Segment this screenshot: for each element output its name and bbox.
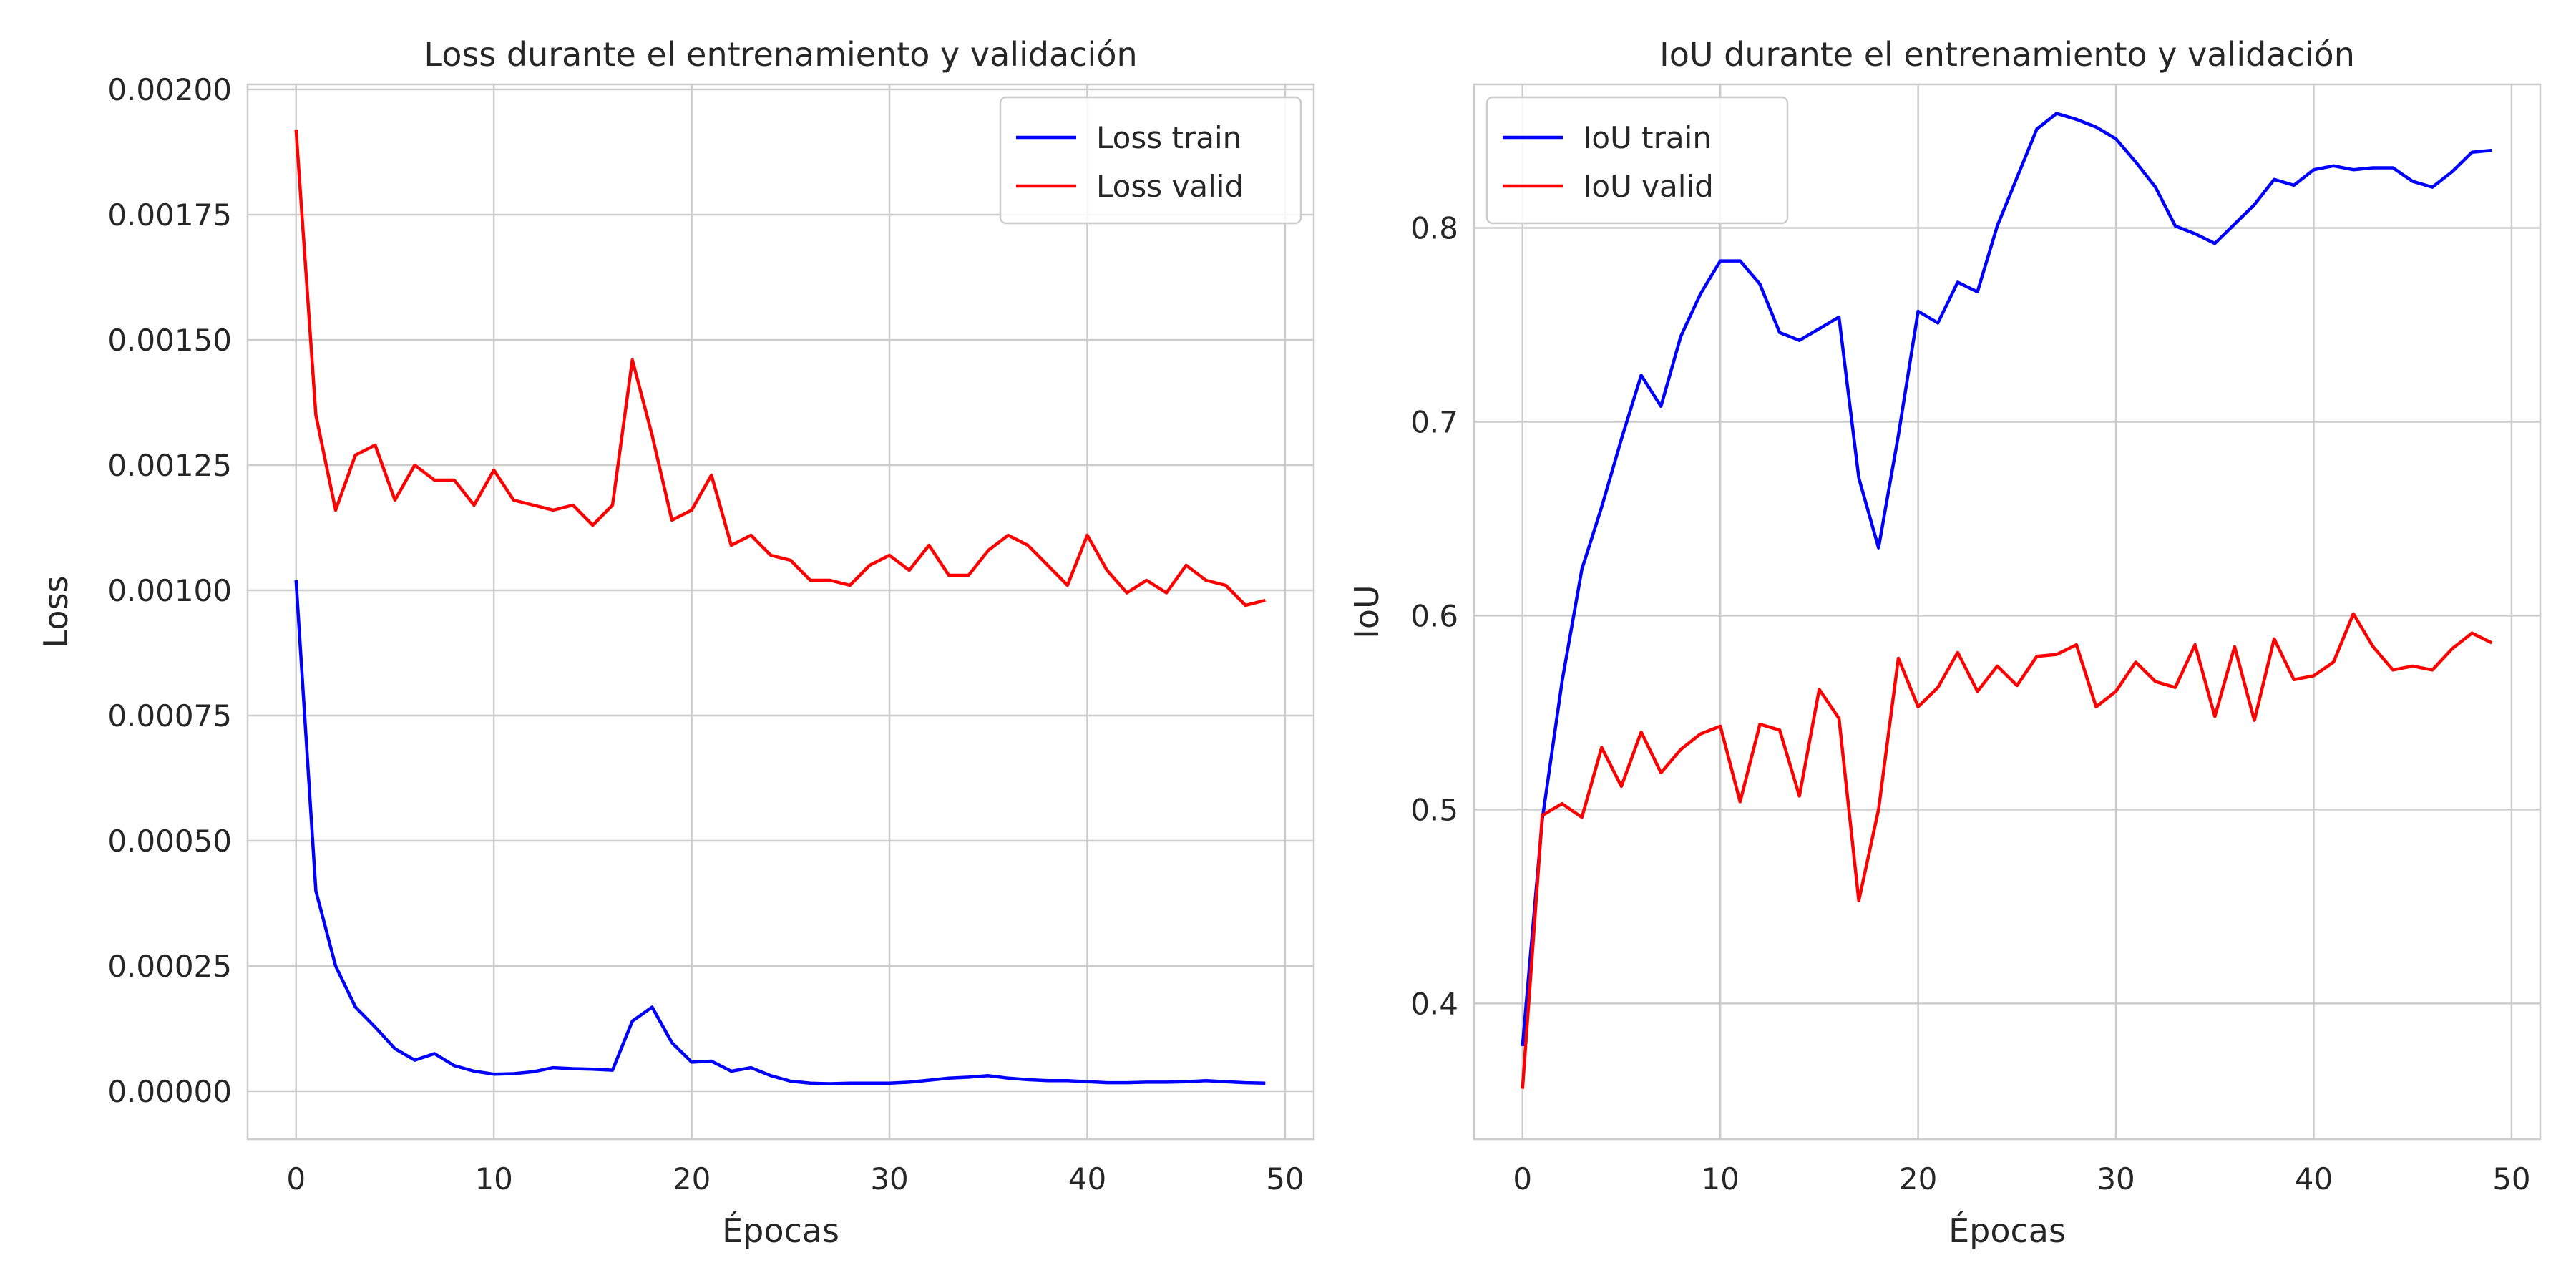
- y-tick-label: 0.00125: [107, 448, 232, 483]
- x-tick-label: 30: [2097, 1161, 2135, 1196]
- legend-entry: Loss train: [1096, 120, 1241, 155]
- x-tick-label: 10: [1701, 1161, 1739, 1196]
- legend-box: [1485, 96, 1789, 225]
- y-tick-label: 0.00150: [107, 323, 232, 358]
- legend-entry: Loss valid: [1096, 169, 1244, 204]
- y-tick-label: 0.4: [1410, 986, 1458, 1021]
- legend-box: [999, 96, 1302, 225]
- y-tick-label: 0.00025: [107, 949, 232, 984]
- series-line-loss-valid: [294, 129, 1266, 608]
- series-line-iou-valid: [1521, 612, 2493, 1089]
- legend: Loss train Loss valid: [999, 96, 1302, 225]
- x-tick-label: 0: [1513, 1161, 1532, 1196]
- x-tick-label: 30: [870, 1161, 908, 1196]
- x-tick-label: 40: [1068, 1161, 1106, 1196]
- plot-area: [246, 83, 1315, 1141]
- chart-title: IoU durante el entrenamiento y validació…: [1659, 35, 2355, 74]
- x-axis-label: Épocas: [722, 1211, 839, 1250]
- x-tick-label: 0: [286, 1161, 306, 1196]
- y-axis-label: IoU: [1347, 585, 1386, 638]
- series-line-iou-train: [1521, 112, 2492, 1047]
- plot-area: [1473, 83, 2542, 1141]
- chart-panel-2: 0 10 20 30 40 50 0.4 0.5 0.6 0.7 0.8 IoU durante el…: [1347, 35, 2542, 1250]
- y-tick-label: 0.6: [1410, 598, 1458, 633]
- chart-title: Loss durante el entrenamiento y validaci…: [424, 35, 1137, 74]
- x-tick-label: 50: [2492, 1161, 2530, 1196]
- y-tick-label: 0.5: [1410, 792, 1458, 827]
- x-tick-label: 10: [474, 1161, 512, 1196]
- y-tick-label: 0.00000: [107, 1074, 232, 1109]
- y-tick-label: 0.00100: [107, 573, 232, 608]
- chart-panel-1: 0 10 20 30 40 50 0.00000 0.00025 0.00050 0.00075 0…: [36, 35, 1315, 1250]
- legend-entry: IoU valid: [1583, 169, 1714, 204]
- x-tick-label: 20: [1899, 1161, 1937, 1196]
- y-axis-label: Loss: [36, 576, 75, 648]
- x-axis-label: Épocas: [1948, 1211, 2066, 1250]
- legend-entry: IoU train: [1583, 120, 1712, 155]
- series-line-loss-train: [294, 580, 1266, 1085]
- y-tick-label: 0.00175: [107, 197, 232, 233]
- x-tick-label: 40: [2295, 1161, 2333, 1196]
- legend: IoU train IoU valid: [1485, 96, 1789, 225]
- y-tick-label: 0.8: [1410, 211, 1458, 246]
- x-tick-label: 20: [673, 1161, 711, 1196]
- y-tick-label: 0.00050: [107, 824, 232, 859]
- y-tick-label: 0.00075: [107, 698, 232, 733]
- y-tick-label: 0.00200: [107, 72, 232, 107]
- x-tick-label: 50: [1266, 1161, 1304, 1196]
- y-tick-label: 0.7: [1410, 404, 1458, 439]
